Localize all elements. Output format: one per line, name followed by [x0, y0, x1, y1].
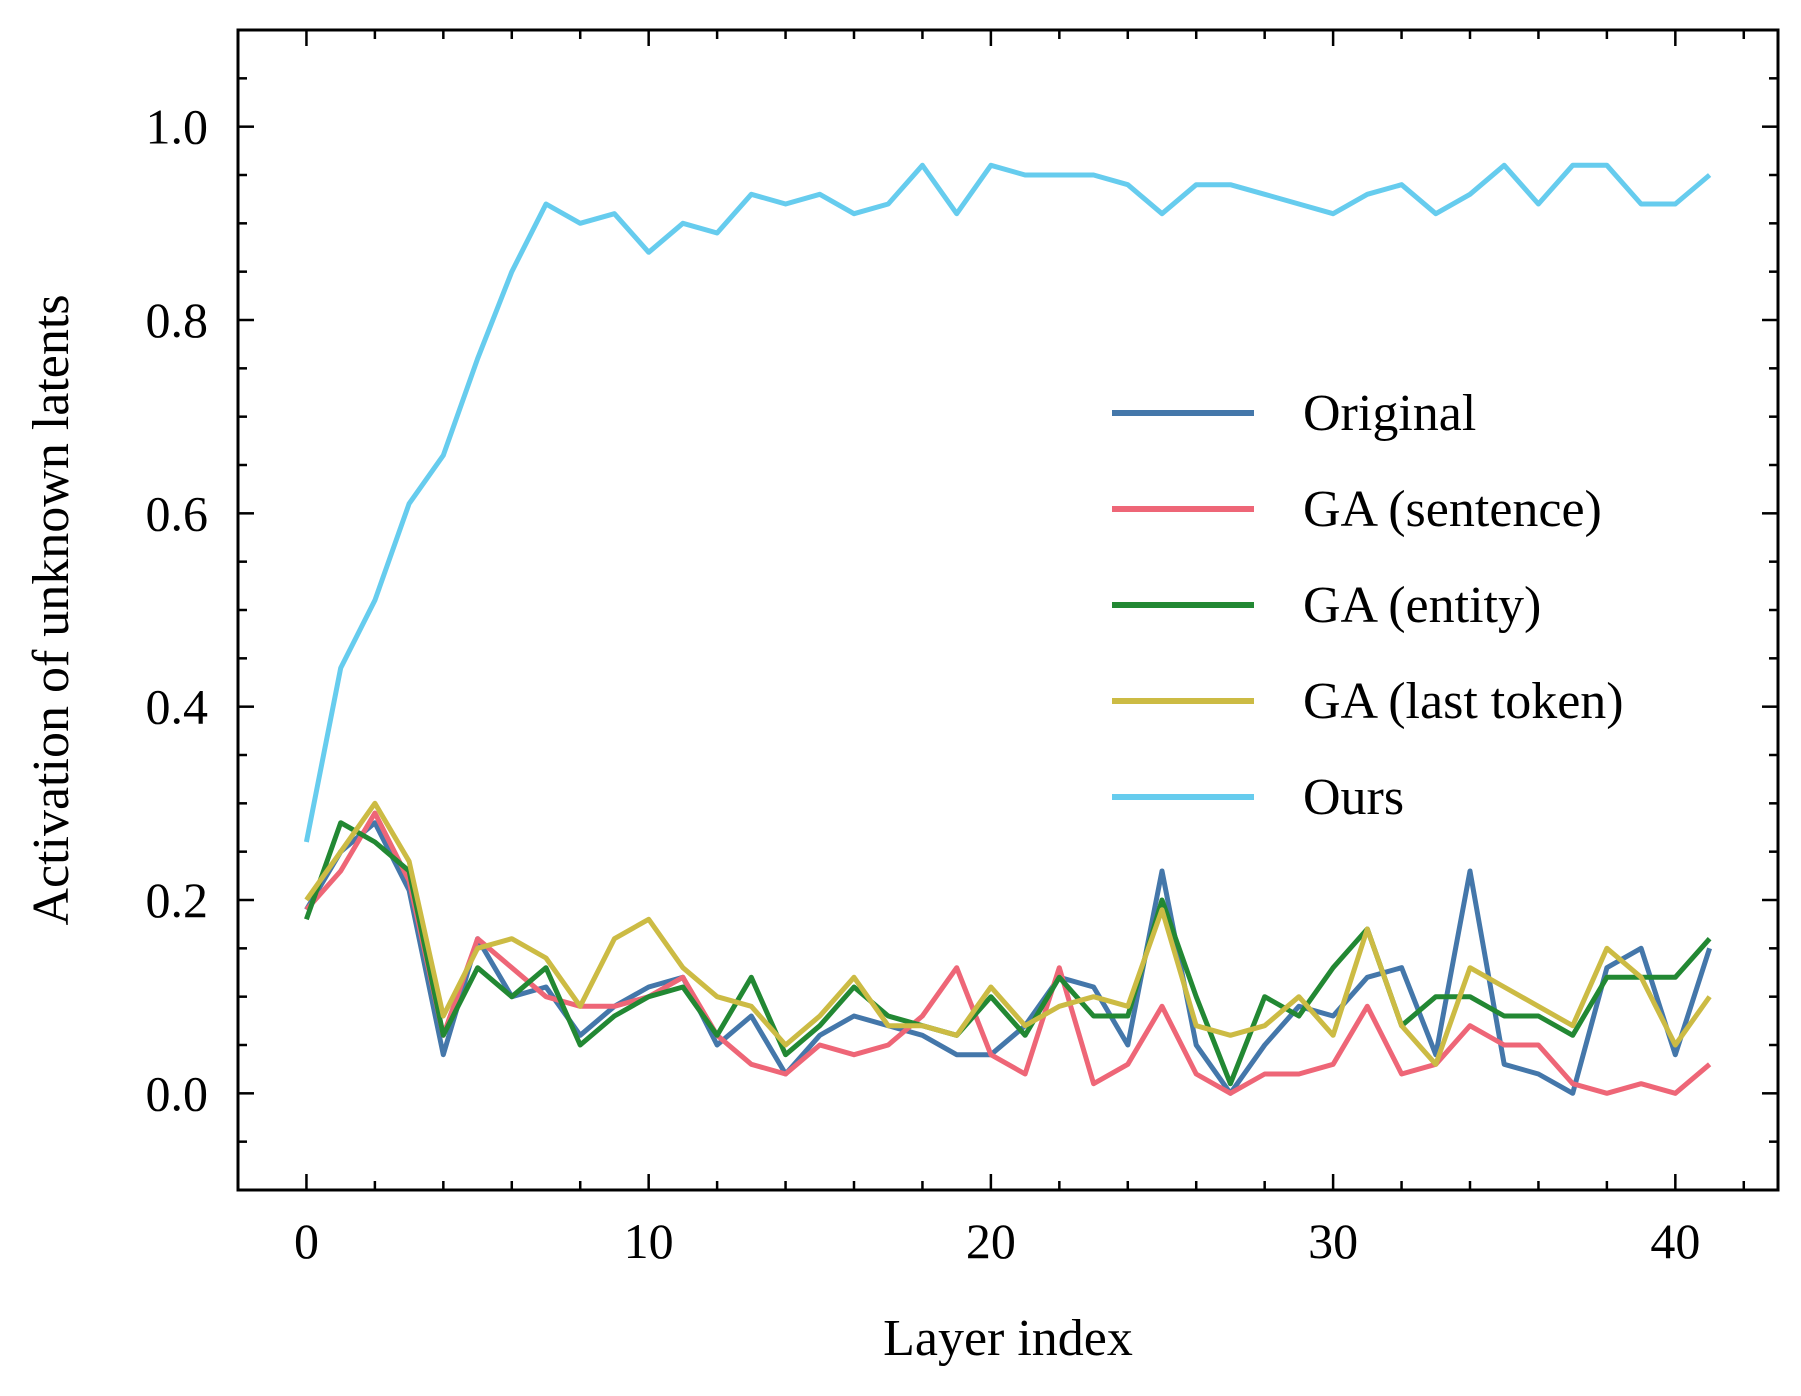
series-layer	[303, 162, 1712, 1096]
y-tick-label: 0.4	[146, 679, 209, 735]
x-tick-label: 40	[1650, 1213, 1700, 1269]
series-line-ga-entity	[304, 820, 1712, 1087]
x-tick-label: 10	[624, 1213, 674, 1269]
axis-ticks	[236, 28, 1778, 1192]
legend-label-ga-last-token: GA (last token)	[1303, 673, 1624, 730]
legend-label-ours: Ours	[1303, 769, 1404, 826]
y-tick-label: 0.6	[146, 485, 209, 541]
series-line-ga-last-token	[304, 800, 1712, 1067]
series-line-ours	[303, 162, 1712, 843]
y-axis-label: Activation of unknown latents	[23, 294, 80, 925]
y-tick-label: 0.0	[146, 1065, 209, 1121]
tick-labels: 0 10 20 30 40 0.0 0.2 0.4 0.6 0.8 1.0	[146, 99, 1701, 1269]
legend-label-ga-sentence: GA (sentence)	[1303, 481, 1602, 538]
x-tick-label: 20	[966, 1213, 1016, 1269]
y-tick-label: 1.0	[146, 99, 209, 155]
legend-label-original: Original	[1303, 385, 1476, 442]
x-tick-label: 0	[294, 1213, 319, 1269]
legend-label-ga-entity: GA (entity)	[1303, 577, 1541, 634]
x-tick-label: 30	[1308, 1213, 1358, 1269]
y-tick-label: 0.2	[146, 872, 209, 928]
y-tick-label: 0.8	[146, 292, 209, 348]
plot-frame	[236, 28, 1780, 1192]
x-axis-label: Layer index	[883, 1310, 1133, 1367]
series-line-original	[304, 820, 1712, 1096]
legend: Original GA (sentence) GA (entity) GA (last…	[1112, 385, 1624, 826]
series-line-ga-sentence	[304, 810, 1712, 1096]
